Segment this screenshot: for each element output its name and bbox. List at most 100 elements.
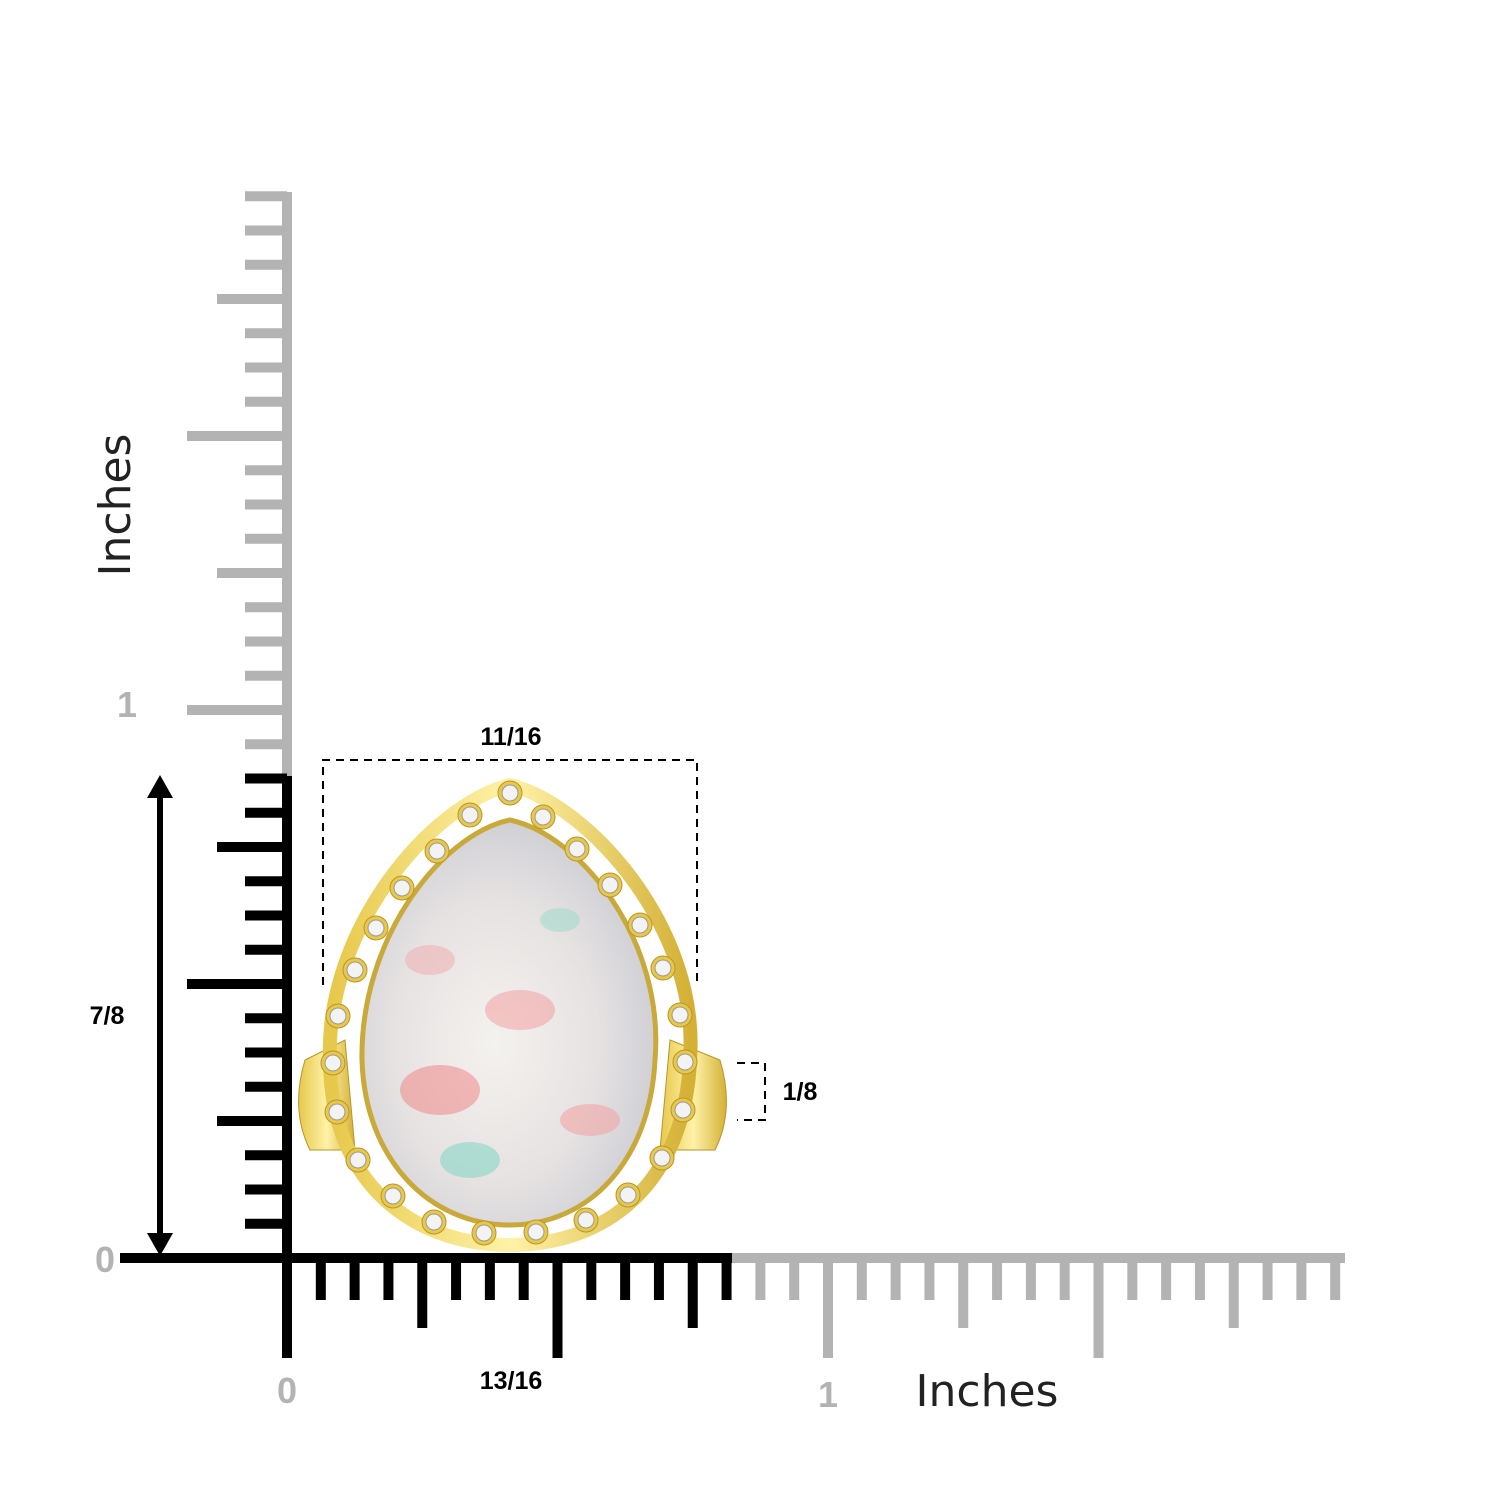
ruler-tick bbox=[958, 1258, 969, 1328]
v-ruler-title: Inches bbox=[90, 434, 141, 577]
diamond bbox=[654, 959, 672, 977]
ruler-tick bbox=[245, 1013, 287, 1024]
ruler-tick bbox=[245, 396, 287, 407]
ruler-spine bbox=[732, 1253, 1345, 1263]
rulers bbox=[120, 191, 1345, 1358]
h-ruler-title: Inches bbox=[916, 1366, 1059, 1417]
ruler-tick bbox=[349, 1258, 360, 1300]
ruler-tick bbox=[924, 1258, 935, 1300]
ruler-tick bbox=[451, 1258, 462, 1300]
ruler-tick bbox=[245, 807, 287, 818]
ruler-tick bbox=[245, 876, 287, 887]
ruler-tick bbox=[245, 636, 287, 647]
ruler-tick bbox=[245, 225, 287, 236]
diamond bbox=[601, 876, 619, 894]
ruler-tick bbox=[245, 1218, 287, 1229]
ruler-tick bbox=[187, 705, 287, 715]
ruler-tick bbox=[417, 1258, 428, 1328]
ruler-tick bbox=[217, 294, 287, 304]
ruler-tick bbox=[1025, 1258, 1036, 1300]
ruler-tick bbox=[187, 979, 287, 989]
diamond bbox=[428, 842, 446, 860]
ruler-tick bbox=[187, 431, 287, 441]
ruler-tick bbox=[245, 739, 287, 750]
ruler-tick bbox=[1161, 1258, 1172, 1300]
height-label: 7/8 bbox=[90, 1002, 125, 1030]
ruler-tick bbox=[552, 1258, 563, 1358]
ruler-tick bbox=[1262, 1258, 1273, 1300]
ruler-tick bbox=[315, 1258, 326, 1300]
diamond bbox=[393, 879, 411, 897]
ruler-tick bbox=[620, 1258, 631, 1300]
diamond bbox=[674, 1101, 692, 1119]
diamond bbox=[631, 916, 649, 934]
diamond bbox=[384, 1187, 402, 1205]
diamond bbox=[461, 806, 479, 824]
ruler-tick bbox=[687, 1258, 698, 1328]
ruler-tick bbox=[245, 465, 287, 476]
ruler-tick bbox=[217, 1116, 287, 1126]
width-label: 11/16 bbox=[480, 723, 541, 751]
diamond bbox=[671, 1006, 689, 1024]
diamond bbox=[577, 1211, 595, 1229]
ruler-tick bbox=[245, 1047, 287, 1058]
ruler-tick bbox=[755, 1258, 766, 1300]
ruler-tick bbox=[653, 1258, 664, 1300]
length-label: 13/16 bbox=[480, 1367, 543, 1395]
ruler-spine bbox=[282, 192, 292, 776]
ruler-tick bbox=[1296, 1258, 1307, 1300]
ruler-tick bbox=[245, 944, 287, 955]
diamond bbox=[475, 1224, 493, 1242]
diamond bbox=[653, 1149, 671, 1167]
ruler-tick bbox=[890, 1258, 901, 1300]
ruler-tick bbox=[245, 670, 287, 681]
diamond bbox=[501, 784, 519, 802]
ruler-tick bbox=[217, 568, 287, 578]
ruler-tick bbox=[992, 1258, 1003, 1300]
ruler-tick bbox=[245, 1184, 287, 1195]
ruler-tick bbox=[217, 842, 287, 852]
ruler-tick bbox=[245, 362, 287, 373]
diamond bbox=[349, 1151, 367, 1169]
ruler-tick bbox=[282, 1253, 292, 1358]
ruler-tick bbox=[245, 328, 287, 339]
ruler-tick bbox=[1059, 1258, 1070, 1300]
ruler-tick bbox=[245, 533, 287, 544]
ring-image bbox=[298, 777, 727, 1253]
ruler-tick bbox=[586, 1258, 597, 1300]
ruler-tick bbox=[1093, 1258, 1104, 1358]
height-arrow bbox=[147, 775, 173, 1256]
ruler-tick bbox=[383, 1258, 394, 1300]
ruler-tick bbox=[245, 773, 287, 784]
ruler-tick bbox=[245, 1150, 287, 1161]
h-ruler-label: 0 bbox=[277, 1370, 297, 1411]
dimension-lines bbox=[322, 759, 766, 1121]
diamond bbox=[676, 1053, 694, 1071]
ruler-tick bbox=[1228, 1258, 1239, 1328]
diamond bbox=[534, 808, 552, 826]
diamond bbox=[346, 961, 364, 979]
ruler-tick bbox=[245, 910, 287, 921]
diamond bbox=[328, 1103, 346, 1121]
ruler-tick bbox=[484, 1258, 495, 1300]
diamond bbox=[329, 1007, 347, 1025]
ruler-tick bbox=[518, 1258, 529, 1300]
ruler-tick bbox=[721, 1258, 732, 1300]
ruler-tick bbox=[1127, 1258, 1138, 1300]
band-width-label: 1/8 bbox=[783, 1078, 818, 1106]
diamond bbox=[367, 919, 385, 937]
diamond bbox=[324, 1054, 342, 1072]
diamond bbox=[568, 840, 586, 858]
diamond bbox=[425, 1213, 443, 1231]
ruler-tick bbox=[789, 1258, 800, 1300]
ruler-tick bbox=[1330, 1258, 1341, 1300]
ruler-tick bbox=[245, 602, 287, 613]
v-ruler-label: 0 bbox=[95, 1239, 115, 1280]
ruler-tick bbox=[245, 1081, 287, 1092]
h-ruler-label: 1 bbox=[818, 1374, 838, 1415]
ruler-tick bbox=[856, 1258, 867, 1300]
v-ruler-label: 1 bbox=[117, 684, 137, 725]
ruler-tick bbox=[1194, 1258, 1205, 1300]
ruler-tick bbox=[823, 1258, 833, 1358]
